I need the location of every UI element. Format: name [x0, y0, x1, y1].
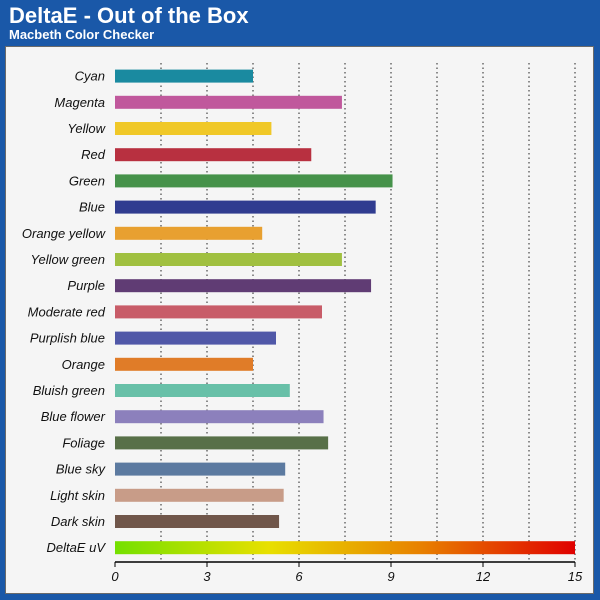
bar-light-skin [115, 488, 284, 502]
category-label: Purple [67, 278, 105, 293]
chart-title: DeltaE - Out of the Box [9, 3, 249, 28]
bar-blue-sky [115, 462, 286, 476]
bar-moderate-red [115, 305, 322, 319]
category-label: Blue flower [41, 409, 106, 424]
bar-yellow [115, 122, 272, 135]
bar-foliage [115, 436, 329, 450]
bar-orange-yellow [115, 226, 263, 240]
category-label: Bluish green [33, 383, 105, 398]
category-label: Dark skin [51, 514, 105, 529]
bar-bluish-green [115, 384, 290, 397]
bar-blue-flower [115, 410, 324, 424]
category-label: Orange [62, 357, 105, 372]
category-label: Red [81, 147, 106, 162]
bar-green [115, 174, 393, 188]
x-tick-label: 12 [476, 569, 491, 584]
bar-purple [115, 279, 372, 293]
bar-orange [115, 357, 253, 371]
category-label: Yellow green [31, 252, 105, 267]
x-tick-label: 9 [387, 569, 394, 584]
category-label: Cyan [75, 69, 105, 84]
category-label: Yellow [67, 121, 106, 136]
category-label: Moderate red [28, 304, 106, 319]
category-label: Orange yellow [22, 226, 107, 241]
category-label: Magenta [54, 95, 105, 110]
category-labels: Cyan Magenta Yellow Red Green Blue Orange yell… [22, 69, 107, 556]
category-label: Blue [79, 200, 105, 215]
bar-deltae-uv [115, 541, 575, 555]
x-tick-label: 0 [111, 569, 119, 584]
bar-magenta [115, 95, 342, 109]
x-axis: 0 3 6 9 12 15 [111, 561, 583, 584]
bars [115, 69, 575, 555]
x-tick-label: 6 [295, 569, 303, 584]
category-label: Purplish blue [30, 331, 105, 346]
bar-yellow-green [115, 253, 342, 266]
chart-subtitle: Macbeth Color Checker [9, 27, 155, 42]
bar-blue [115, 200, 376, 214]
category-label: DeltaE uV [46, 540, 106, 555]
category-label: Foliage [62, 435, 105, 450]
category-label: Green [69, 173, 105, 188]
bar-purplish-blue [115, 331, 276, 345]
x-tick-label: 15 [568, 569, 583, 584]
category-label: Blue sky [56, 462, 107, 477]
category-label: Light skin [50, 488, 105, 503]
bar-cyan [115, 69, 253, 83]
x-tick-label: 3 [203, 569, 211, 584]
bar-dark-skin [115, 515, 280, 528]
bar-red [115, 148, 312, 162]
